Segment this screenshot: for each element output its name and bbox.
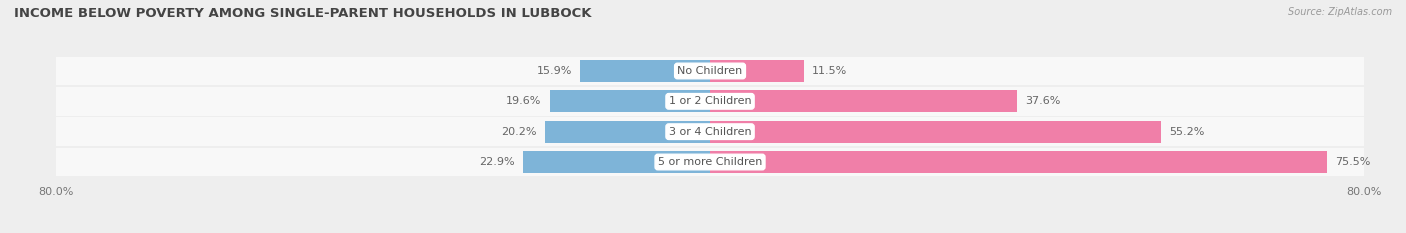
- Bar: [710, 90, 1018, 112]
- Text: 20.2%: 20.2%: [502, 127, 537, 137]
- Text: 15.9%: 15.9%: [537, 66, 572, 76]
- Text: 1 or 2 Children: 1 or 2 Children: [669, 96, 751, 106]
- Text: 3 or 4 Children: 3 or 4 Children: [669, 127, 751, 137]
- Bar: [581, 60, 710, 82]
- Text: INCOME BELOW POVERTY AMONG SINGLE-PARENT HOUSEHOLDS IN LUBBOCK: INCOME BELOW POVERTY AMONG SINGLE-PARENT…: [14, 7, 592, 20]
- Text: 75.5%: 75.5%: [1336, 157, 1371, 167]
- Text: 5 or more Children: 5 or more Children: [658, 157, 762, 167]
- Bar: [56, 148, 1364, 176]
- Bar: [550, 90, 710, 112]
- Bar: [56, 117, 1364, 146]
- Bar: [710, 121, 1161, 143]
- Text: 19.6%: 19.6%: [506, 96, 541, 106]
- Text: 55.2%: 55.2%: [1170, 127, 1205, 137]
- Text: No Children: No Children: [678, 66, 742, 76]
- Bar: [56, 87, 1364, 116]
- Text: 22.9%: 22.9%: [479, 157, 515, 167]
- Bar: [523, 151, 710, 173]
- Text: Source: ZipAtlas.com: Source: ZipAtlas.com: [1288, 7, 1392, 17]
- Bar: [546, 121, 710, 143]
- Text: 11.5%: 11.5%: [813, 66, 848, 76]
- Bar: [710, 151, 1327, 173]
- Text: 37.6%: 37.6%: [1025, 96, 1062, 106]
- Bar: [56, 57, 1364, 85]
- Bar: [710, 60, 804, 82]
